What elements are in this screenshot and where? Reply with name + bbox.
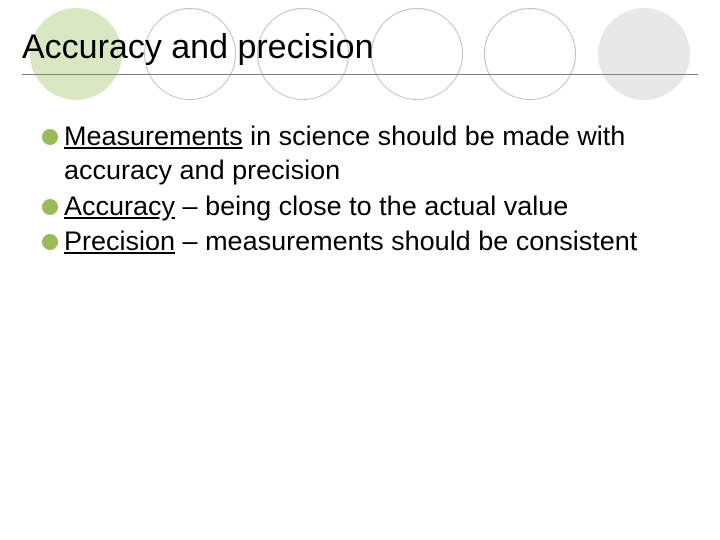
bullet-text: Precision – measurements should be consi… xyxy=(64,225,637,259)
bullet-text: Measurements in science should be made w… xyxy=(64,120,686,188)
slide-title: Accuracy and precision xyxy=(22,28,374,67)
bullet-text: Accuracy – being close to the actual val… xyxy=(64,190,568,224)
circle-6 xyxy=(598,8,690,100)
bullet-icon xyxy=(42,199,58,215)
bullet-icon xyxy=(42,234,58,250)
circle-5 xyxy=(484,8,576,100)
circle-4 xyxy=(371,8,463,100)
bullet-item: Measurements in science should be made w… xyxy=(42,120,686,188)
bullet-item: Accuracy – being close to the actual val… xyxy=(42,190,686,224)
bullet-icon xyxy=(42,129,58,145)
content-area: Measurements in science should be made w… xyxy=(42,120,686,261)
title-underline xyxy=(22,74,698,75)
bullet-item: Precision – measurements should be consi… xyxy=(42,225,686,259)
